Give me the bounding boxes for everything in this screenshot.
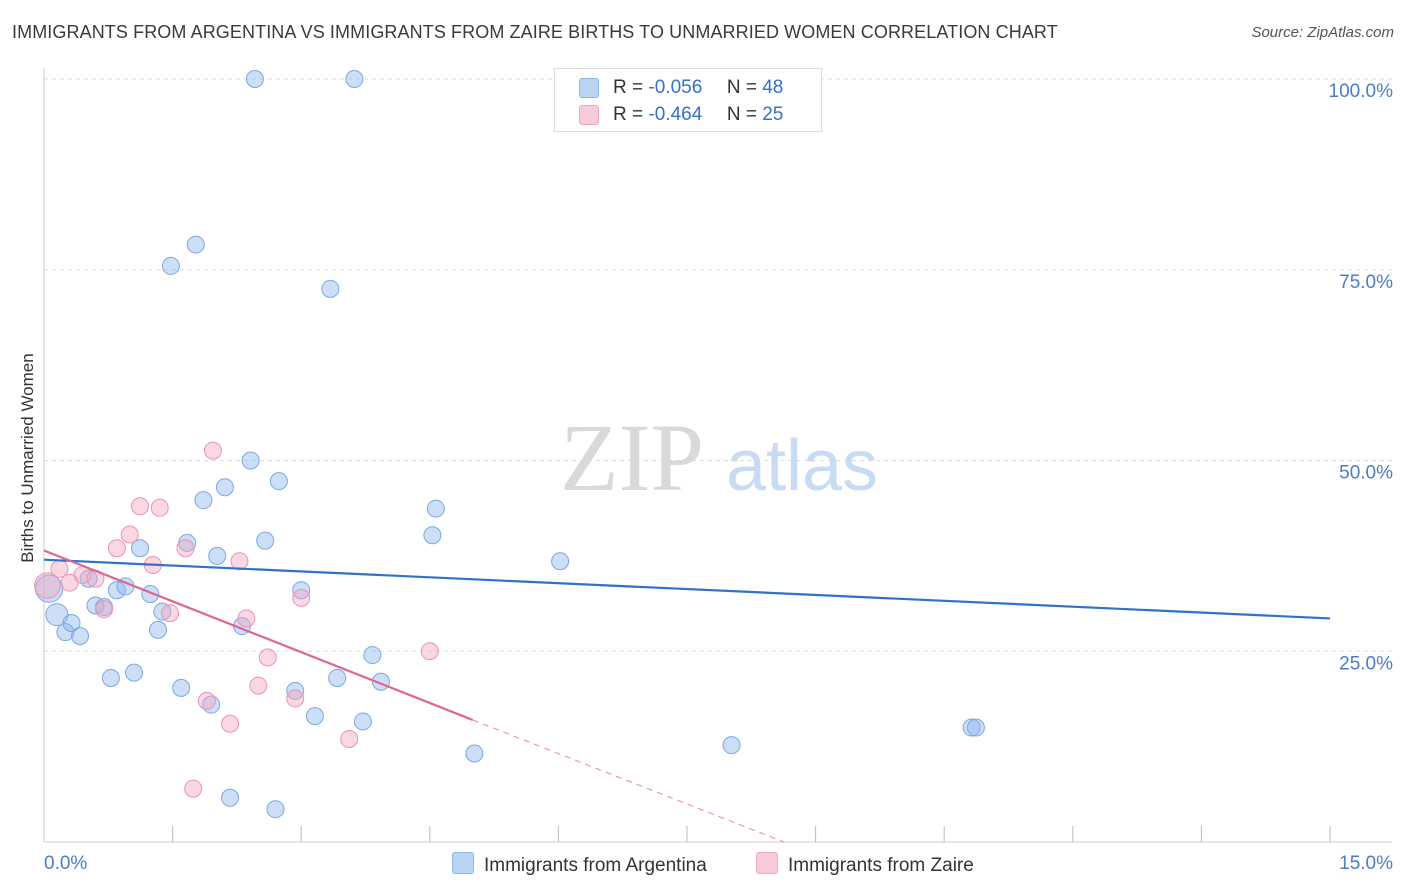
argentina-point	[101, 668, 120, 687]
zaire-trend-line	[43, 549, 474, 721]
axis-layer	[43, 68, 1392, 843]
argentina-point	[161, 256, 180, 275]
argentina-point	[305, 707, 324, 726]
zaire-point	[176, 539, 195, 558]
zaire-point	[258, 648, 277, 667]
argentina-point	[194, 491, 213, 510]
watermark-zip: ZIP	[560, 404, 704, 511]
zaire-point	[203, 441, 222, 460]
zaire-point	[230, 552, 249, 571]
label-layer: 25.0% 50.0% 75.0% 100.0% 0.0% 15.0%	[44, 81, 1393, 874]
zaire-point	[249, 676, 268, 695]
zaire-point	[131, 497, 150, 516]
zaire-point	[34, 572, 61, 599]
trend-layer	[43, 549, 1331, 843]
argentina-point	[363, 646, 382, 665]
argentina-point	[321, 279, 340, 298]
argentina-point	[45, 603, 69, 627]
argentina-point	[345, 70, 364, 88]
legend-n-label: N =	[726, 104, 757, 125]
argentina-n-value: 48	[762, 77, 784, 98]
argentina-point	[966, 718, 985, 737]
zaire-point	[150, 498, 169, 517]
source-credit: Source: ZipAtlas.com	[1251, 24, 1394, 41]
argentina-point	[71, 626, 90, 645]
stats-legend: R = -0.056 N = 48 R = -0.464 N = 25	[554, 68, 822, 132]
argentina-point	[241, 451, 260, 470]
zaire-point	[221, 714, 240, 733]
watermark: ZIP atlas	[560, 404, 878, 511]
argentina-point	[292, 581, 311, 600]
argentina-point	[107, 581, 126, 600]
zaire-legend-swatch	[756, 852, 778, 874]
legend-r-label: R =	[613, 104, 644, 125]
zaire-point	[184, 779, 203, 798]
argentina-point	[722, 736, 741, 755]
argentina-legend-label: Immigrants from Argentina	[484, 855, 707, 876]
argentina-point	[426, 499, 445, 518]
argentina-point	[245, 70, 264, 88]
argentina-point	[286, 681, 305, 700]
legend-r-label: R =	[613, 77, 644, 98]
argentina-point	[62, 614, 81, 633]
legend-item-zaire[interactable]: Immigrants from Zaire	[756, 852, 974, 877]
zaire-swatch	[579, 105, 599, 125]
argentina-point	[215, 478, 234, 497]
argentina-point	[208, 546, 227, 565]
watermark-atlas: atlas	[726, 426, 878, 506]
argentina-point	[266, 800, 285, 819]
legend-n-label: N =	[726, 77, 757, 98]
argentina-point	[353, 712, 372, 731]
x-tick-label-max: 15.0%	[1339, 853, 1393, 874]
zaire-point	[292, 588, 311, 607]
y-tick-label: 100.0%	[1329, 81, 1394, 102]
zaire-trend-extension	[472, 719, 785, 843]
argentina-point	[423, 526, 442, 545]
zaire-point	[237, 609, 256, 628]
legend-item-argentina[interactable]: Immigrants from Argentina	[452, 852, 707, 877]
zaire-point	[107, 539, 126, 558]
zaire-n-value: 25	[762, 104, 784, 125]
y-axis-label: Births to Unmarried Women	[18, 353, 37, 563]
zaire-point	[340, 729, 359, 748]
argentina-legend-swatch	[452, 852, 474, 874]
argentina-r-value: -0.056	[648, 77, 703, 98]
zaire-point	[95, 600, 114, 619]
argentina-point	[269, 472, 288, 491]
grid-layer	[44, 78, 1392, 652]
argentina-point	[153, 602, 172, 621]
argentina-point	[125, 663, 144, 682]
argentina-point	[465, 744, 484, 763]
zaire-r-value: -0.464	[648, 104, 703, 125]
y-tick-label: 50.0%	[1339, 463, 1393, 484]
y-tick-label: 75.0%	[1339, 272, 1393, 293]
zaire-legend-label: Immigrants from Zaire	[788, 855, 974, 876]
argentina-trend-line	[43, 558, 1331, 620]
argentina-point	[186, 235, 205, 254]
argentina-point	[221, 788, 240, 807]
chart-title: IMMIGRANTS FROM ARGENTINA VS IMMIGRANTS …	[12, 22, 1058, 42]
argentina-point	[551, 552, 570, 571]
zaire-point	[286, 689, 305, 708]
x-tick-label-min: 0.0%	[44, 853, 87, 874]
zaire-point	[197, 691, 216, 710]
argentina-point	[328, 668, 347, 687]
argentina-point	[56, 623, 75, 642]
argentina-point	[256, 531, 275, 550]
zaire-point	[161, 604, 180, 623]
argentina-point	[962, 718, 981, 737]
argentina-point	[131, 539, 150, 558]
argentina-point	[149, 620, 168, 639]
zaire-point	[420, 642, 439, 661]
argentina-point	[172, 678, 191, 697]
argentina-swatch	[579, 78, 599, 98]
y-tick-label: 25.0%	[1339, 653, 1393, 674]
zaire-point	[120, 525, 139, 544]
